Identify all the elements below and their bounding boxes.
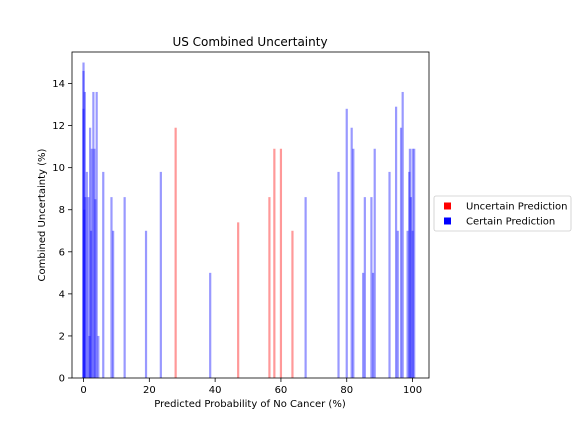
chart-title: US Combined Uncertainty [172,35,327,49]
certain-bar [83,209,86,378]
certain-bar [82,62,85,379]
certain-bar [304,197,307,378]
certain-bar [411,148,414,378]
certain-bar [396,230,399,378]
y-axis-label: Combined Uncertainty (%) [37,148,48,281]
certain-bar [92,91,95,378]
certain-bar [89,230,93,378]
certain-bar [93,148,96,378]
certain-bar [209,272,212,378]
certain-legend-label: Certain Prediction [466,217,555,228]
legend-frame [433,195,572,232]
certain-bar [371,272,375,378]
certain-bar [337,171,340,378]
certain-bar [373,148,376,378]
certain-bar [352,148,355,378]
x-tick-label: 80 [340,385,353,396]
x-tick-label: 40 [209,385,222,396]
y-tick-label: 0 [59,374,65,385]
uncertain-bar [268,197,271,378]
certain-bar [411,230,414,378]
legend: Uncertain Prediction Certain Prediction [433,195,572,232]
certain-bar [110,197,113,378]
certain-bar [82,70,85,379]
y-axis-ticks: 0 2 4 6 8 10 12 14 [52,79,72,385]
x-tick-label: 100 [403,385,422,396]
certain-bar [82,108,85,378]
certain-bar [363,197,366,378]
x-tick-label: 60 [275,385,288,396]
x-tick-label: 0 [80,385,86,396]
certain-bar [394,106,398,378]
certain-bar [406,230,409,378]
x-tick-label: 20 [143,385,156,396]
certain-bar [85,171,88,378]
uncertain-legend-swatch [444,202,451,210]
plot-frame [71,51,430,379]
x-axis-ticks: 0 20 40 60 80 100 [80,378,422,396]
certain-bar [408,171,411,378]
certain-bar [144,230,148,378]
certain-bar [112,230,115,378]
certain-bar [102,171,105,378]
y-tick-label: 8 [59,205,65,216]
certain-legend-swatch [444,217,451,225]
certain-bar [159,171,162,378]
uncertain-bar [273,148,276,378]
certain-bar [401,91,404,378]
y-tick-label: 4 [59,289,65,300]
uncertain-legend-label: Uncertain Prediction [466,202,567,213]
x-axis-label: Predicted Probability of No Cancer (%) [154,399,346,410]
certain-bar [362,272,365,378]
certain-bar [88,127,92,378]
certain-bar [409,197,413,378]
uncertain-bar [291,230,294,378]
certain-bar [95,91,98,378]
certain-bar [90,148,93,378]
certain-bar [350,127,353,378]
certain-bar [97,335,100,378]
certain-bar [84,197,87,378]
y-tick-label: 14 [52,79,65,90]
bars-group [82,62,416,379]
y-tick-label: 10 [52,163,65,174]
uncertain-bar [174,127,177,378]
y-tick-label: 2 [59,331,65,342]
certain-bar [413,148,416,378]
certain-bar [370,197,373,378]
certain-bar [388,171,391,378]
certain-bar [123,197,126,378]
y-tick-label: 12 [52,121,65,132]
certain-bar [87,197,90,378]
uncertain-bar [279,148,283,378]
uncertain-bar [237,222,240,378]
certain-bar [83,91,86,378]
y-tick-label: 6 [59,247,65,258]
certain-bar [88,335,91,378]
certain-bar [408,148,412,378]
certain-bar [399,127,403,378]
certain-bar [345,108,348,378]
certain-bar [94,199,97,378]
